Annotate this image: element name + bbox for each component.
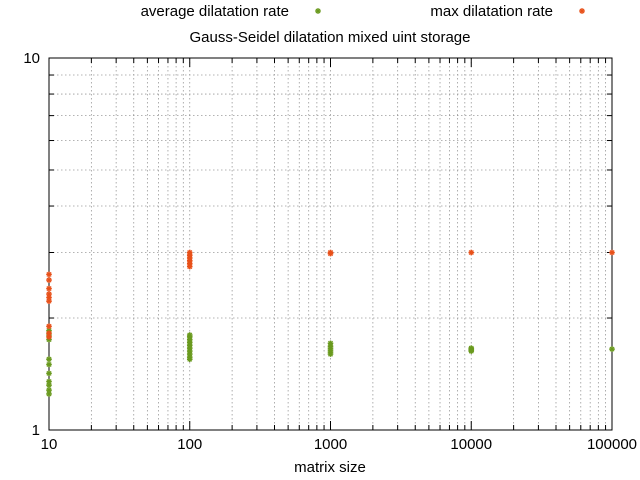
data-point-max <box>46 291 52 297</box>
legend-star <box>315 8 321 14</box>
x-tick-label: 100000 <box>587 436 637 453</box>
data-point-average <box>46 361 52 368</box>
data-point-max <box>186 249 193 256</box>
data-point-average <box>186 332 193 338</box>
data-point-average <box>609 346 615 352</box>
data-point-max <box>46 285 52 292</box>
data-point-max <box>46 271 52 278</box>
legend: average dilatation rate max dilatation r… <box>141 3 585 20</box>
legend-label-average: average dilatation rate <box>141 3 289 20</box>
legend-marker-max <box>579 8 585 14</box>
data-point-average <box>46 356 52 362</box>
data-point-average <box>327 340 334 347</box>
data-points <box>46 249 615 397</box>
axis-ticks <box>49 58 612 430</box>
x-tick-label: 100 <box>177 436 202 453</box>
data-point-average <box>46 370 52 377</box>
legend-star <box>579 8 585 14</box>
y-tick-label: 10 <box>23 50 40 67</box>
data-point-max <box>468 249 475 256</box>
data-point-max <box>46 323 52 330</box>
chart-title: Gauss-Seidel dilatation mixed uint stora… <box>190 29 471 46</box>
data-point-average <box>46 387 52 393</box>
grid <box>49 58 612 430</box>
data-point-average <box>468 345 475 351</box>
y-tick-label: 1 <box>32 422 40 439</box>
data-point-max <box>609 249 615 256</box>
data-point-average <box>46 378 52 385</box>
legend-marker-average <box>315 8 321 14</box>
data-point-max <box>46 277 52 283</box>
x-axis-label: matrix size <box>294 459 366 476</box>
x-tick-label: 1000 <box>314 436 347 453</box>
legend-label-max: max dilatation rate <box>430 3 553 20</box>
x-tick-label: 10000 <box>450 436 492 453</box>
data-point-max <box>327 249 334 256</box>
x-tick-label: 10 <box>41 436 58 453</box>
data-point-max <box>46 330 52 337</box>
